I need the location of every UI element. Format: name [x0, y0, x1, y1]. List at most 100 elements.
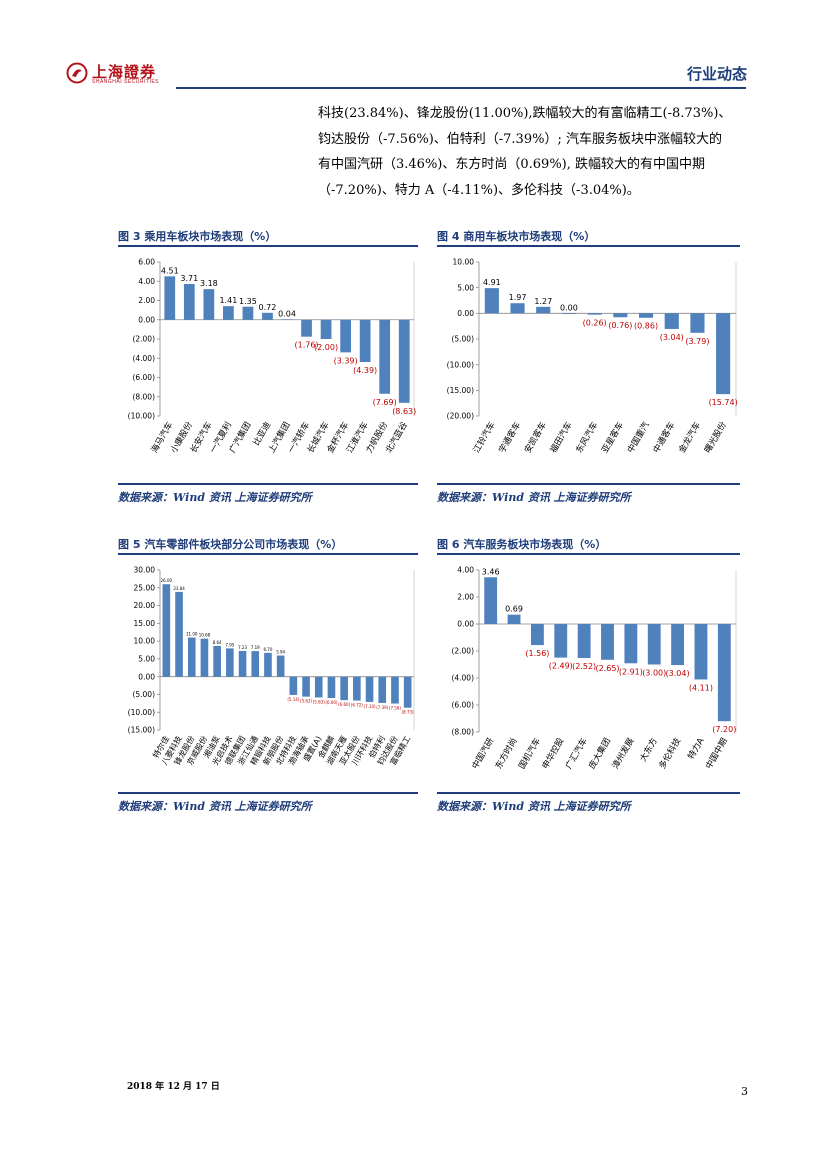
data-label: (5.14): [287, 697, 299, 702]
bar: [314, 676, 323, 698]
category-label: 大东方: [638, 736, 660, 764]
category-label: 中国中期: [703, 736, 730, 771]
bar: [353, 676, 361, 701]
bar: [281, 319, 293, 320]
figure-title: 图 3 乘用车板块市场表现（%）: [118, 230, 277, 243]
category-label: 特力A: [686, 736, 707, 761]
category-label: 多伦科技: [657, 736, 684, 771]
body-line: 钧达股份（-7.56%)、伯特利（-7.39%）; 汽车服务板块中涨幅较大的: [318, 131, 722, 147]
source-rule: [437, 483, 740, 485]
bar: [510, 303, 525, 314]
data-label: (7.69): [373, 398, 397, 407]
y-tick-label: (6.00): [451, 701, 474, 710]
data-label: 23.84: [173, 586, 185, 591]
bar: [187, 637, 196, 677]
data-label: (6.72): [351, 703, 363, 708]
category-label: 金龙汽车: [677, 420, 704, 455]
bar: [379, 319, 391, 394]
data-label: (2.52): [572, 662, 596, 671]
data-label: (7.39): [376, 705, 388, 710]
bar: [664, 313, 679, 329]
figure-title: 图 4 商用车板块市场表现（%）: [437, 230, 596, 243]
data-label: 3.46: [482, 567, 500, 576]
data-label: (4.39): [353, 366, 377, 375]
bar: [164, 276, 176, 320]
company-logo: 上海證券 SHANGHAI SECURITIES: [66, 60, 176, 86]
data-label: (3.00): [642, 669, 666, 678]
y-tick-label: (2.00): [451, 647, 474, 656]
category-label: 东风汽车: [574, 420, 601, 455]
figure-source: 数据来源：Wind 资讯 上海证券研究所: [118, 491, 312, 504]
y-tick-label: 4.00: [457, 566, 474, 575]
bar: [716, 313, 731, 395]
data-label: 4.91: [483, 278, 501, 287]
data-label: 0.72: [259, 303, 277, 312]
bar: [200, 638, 209, 677]
y-tick-label: 0.00: [138, 672, 155, 681]
figure-title-rule: [118, 245, 418, 247]
bar: [536, 306, 551, 314]
bar: [403, 676, 412, 708]
body-line: （-7.20%)、特力 A（-4.11%)、多伦科技（-3.04%)。: [318, 182, 640, 198]
data-label: 5.94: [276, 650, 285, 655]
body-paragraph: 科技(23.84%)、锋龙股份(11.00%),跌幅较大的有富临精工(-8.73…: [318, 101, 748, 203]
data-label: 1.27: [534, 297, 552, 306]
category-label: 亚星客车: [599, 420, 626, 455]
bar: [398, 319, 410, 403]
data-label: (15.74): [709, 398, 738, 407]
y-tick-label: 10.00: [134, 637, 156, 646]
chart-passenger-vehicles: 6.00 4.00 2.00 0.00 (2.00) (4.00) (6.00) (8.00)…: [128, 258, 417, 455]
data-label: (1.76): [295, 341, 319, 350]
bar: [587, 313, 602, 315]
bar: [507, 614, 521, 624]
data-label: (8.73): [402, 710, 414, 715]
figure-title: 图 5 汽车零部件板块部分公司市场表现（%）: [118, 538, 343, 551]
data-label: 6.70: [263, 647, 272, 652]
y-tick-label: (4.00): [132, 354, 155, 363]
bar: [530, 624, 544, 646]
bar: [183, 284, 195, 320]
y-tick-label: (2.00): [132, 335, 155, 344]
bar: [554, 624, 568, 658]
data-label: (2.49): [549, 662, 573, 671]
bar: [213, 645, 221, 677]
bar: [359, 319, 371, 363]
category-label: 庞大集团: [587, 736, 614, 771]
figure-title-rule: [437, 245, 740, 247]
data-label: (3.79): [685, 337, 709, 346]
chart-commercial-vehicles: 10.00 5.00 0.00 (5.00) (10.00) (15.00) (20.00)…: [447, 258, 738, 455]
bar: [226, 648, 234, 677]
figure-source: 数据来源：Wind 资讯 上海证券研究所: [437, 491, 631, 504]
y-tick-label: 5.00: [138, 654, 155, 663]
data-label: 11.00: [186, 632, 198, 637]
page-number: 3: [741, 1085, 748, 1098]
data-label: 1.35: [239, 297, 257, 306]
bar: [624, 624, 638, 664]
category-label: 中通客车: [651, 420, 678, 455]
bar: [391, 676, 399, 704]
logo-emblem-icon: [66, 62, 88, 84]
logo-english-name: SHANGHAI SECURITIES: [92, 79, 160, 85]
data-label: 4.51: [161, 266, 179, 275]
bar: [276, 655, 285, 677]
category-label: 宇通客车: [497, 420, 524, 455]
bar: [340, 319, 351, 353]
figure-title-rule: [118, 553, 418, 555]
source-rule: [437, 792, 740, 794]
figure-title: 图 6 汽车服务板块市场表现（%）: [437, 538, 607, 551]
data-label: 7.19: [251, 645, 260, 650]
data-label: 7.95: [225, 642, 234, 647]
data-label: (5.62): [300, 699, 312, 704]
data-label: 10.68: [199, 633, 211, 638]
bar: [601, 624, 614, 660]
bar: [242, 306, 254, 320]
bar: [238, 650, 247, 677]
category-label: 福田汽车: [548, 420, 575, 455]
y-tick-label: 6.00: [138, 258, 155, 267]
chart-auto-parts: 30.00 25.00 20.00 15.00 10.00 5.00 0.00 (5.00) (…: [128, 566, 415, 767]
y-tick-label: (8.00): [451, 728, 474, 737]
figure-source: 数据来源：Wind 资讯 上海证券研究所: [437, 800, 631, 813]
y-tick-label: 2.00: [138, 296, 155, 305]
y-tick-label: 30.00: [134, 566, 156, 575]
category-label: 江铃汽车: [471, 420, 498, 455]
